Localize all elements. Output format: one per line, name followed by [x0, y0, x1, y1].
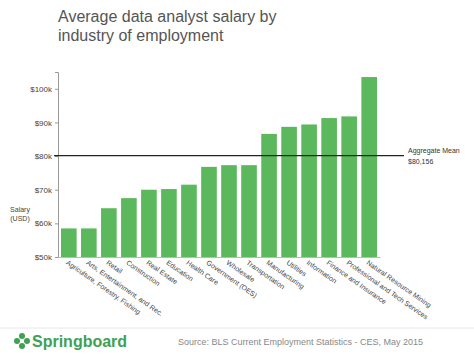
bar: [81, 228, 97, 257]
bar: [321, 118, 337, 257]
bar: [181, 185, 197, 257]
logo-icon: [14, 333, 30, 349]
logo-dot: [24, 338, 30, 344]
y-axis-title: Salary: [10, 206, 30, 214]
mean-label: $80,156: [408, 158, 433, 165]
title: Average data analyst salary by industry o…: [58, 8, 277, 44]
y-axis-title: (USD): [10, 215, 29, 223]
bar: [301, 124, 317, 257]
x-tick: Professional and Tech Services: [345, 257, 429, 321]
bar: [161, 189, 177, 257]
y-tick-label: $80k: [35, 152, 53, 161]
x-tick-label: Professional and Tech Services: [345, 259, 429, 321]
y-tick-mark: [55, 156, 58, 157]
bar: [61, 228, 77, 257]
bar: [261, 134, 277, 257]
title-line: Average data analyst salary by: [58, 8, 277, 25]
y-tick-label: $60k: [35, 219, 53, 228]
y-tick: $70k: [35, 186, 58, 195]
bar: [141, 190, 157, 257]
y-axis: $50k $60k $70k $80k $90k $100k: [30, 73, 58, 263]
y-tick-mark: [55, 122, 58, 123]
bar: [281, 127, 297, 257]
y-tick: $60k: [35, 219, 58, 228]
y-tick: $50k: [35, 253, 58, 262]
chart: Average data analyst salary by industry o…: [0, 0, 474, 356]
logo-dot: [19, 333, 25, 339]
x-tick: Health Care: [185, 257, 220, 286]
x-tick-label: Natural Resource Mining: [365, 259, 433, 310]
y-tick-mark: [55, 257, 58, 258]
bar: [241, 165, 257, 257]
bar: [341, 116, 357, 257]
y-tick: $90k: [35, 119, 58, 128]
mean-text: Aggregate Mean: [408, 147, 460, 155]
footer-rule: [0, 328, 474, 329]
bar: [201, 167, 217, 257]
x-axis-line: [59, 257, 381, 258]
bar: [221, 165, 237, 257]
mean-line: [54, 155, 404, 156]
y-tick: $80k: [35, 152, 58, 161]
logo-dot: [19, 343, 25, 349]
y-tick-label: $50k: [35, 253, 53, 262]
y-tick-mark: [55, 223, 58, 224]
source: Source: BLS Current Employment Statistic…: [178, 337, 423, 347]
x-tick: Utilities: [285, 257, 308, 278]
y-tick-label: $100k: [30, 85, 53, 94]
x-tick: Retail: [105, 257, 124, 275]
y-tick-label: $70k: [35, 186, 53, 195]
x-axis: Agriculture, Forestry, FishingArts, Ente…: [59, 257, 433, 321]
bar: [101, 208, 117, 257]
logo-dot: [14, 338, 20, 344]
x-tick: Natural Resource Mining: [365, 257, 433, 310]
y-axis-line: [55, 73, 59, 258]
brand: Springboard: [32, 333, 127, 350]
title-line: industry of employment: [58, 27, 224, 44]
x-tick-label: Utilities: [285, 259, 308, 278]
bars: [61, 77, 377, 257]
y-tick-label: $90k: [35, 119, 53, 128]
y-tick: $100k: [30, 85, 58, 94]
bar: [361, 77, 377, 257]
y-tick-mark: [55, 190, 58, 191]
y-tick-mark: [55, 89, 58, 90]
x-tick-label: Retail: [105, 259, 124, 275]
bar: [121, 198, 137, 257]
